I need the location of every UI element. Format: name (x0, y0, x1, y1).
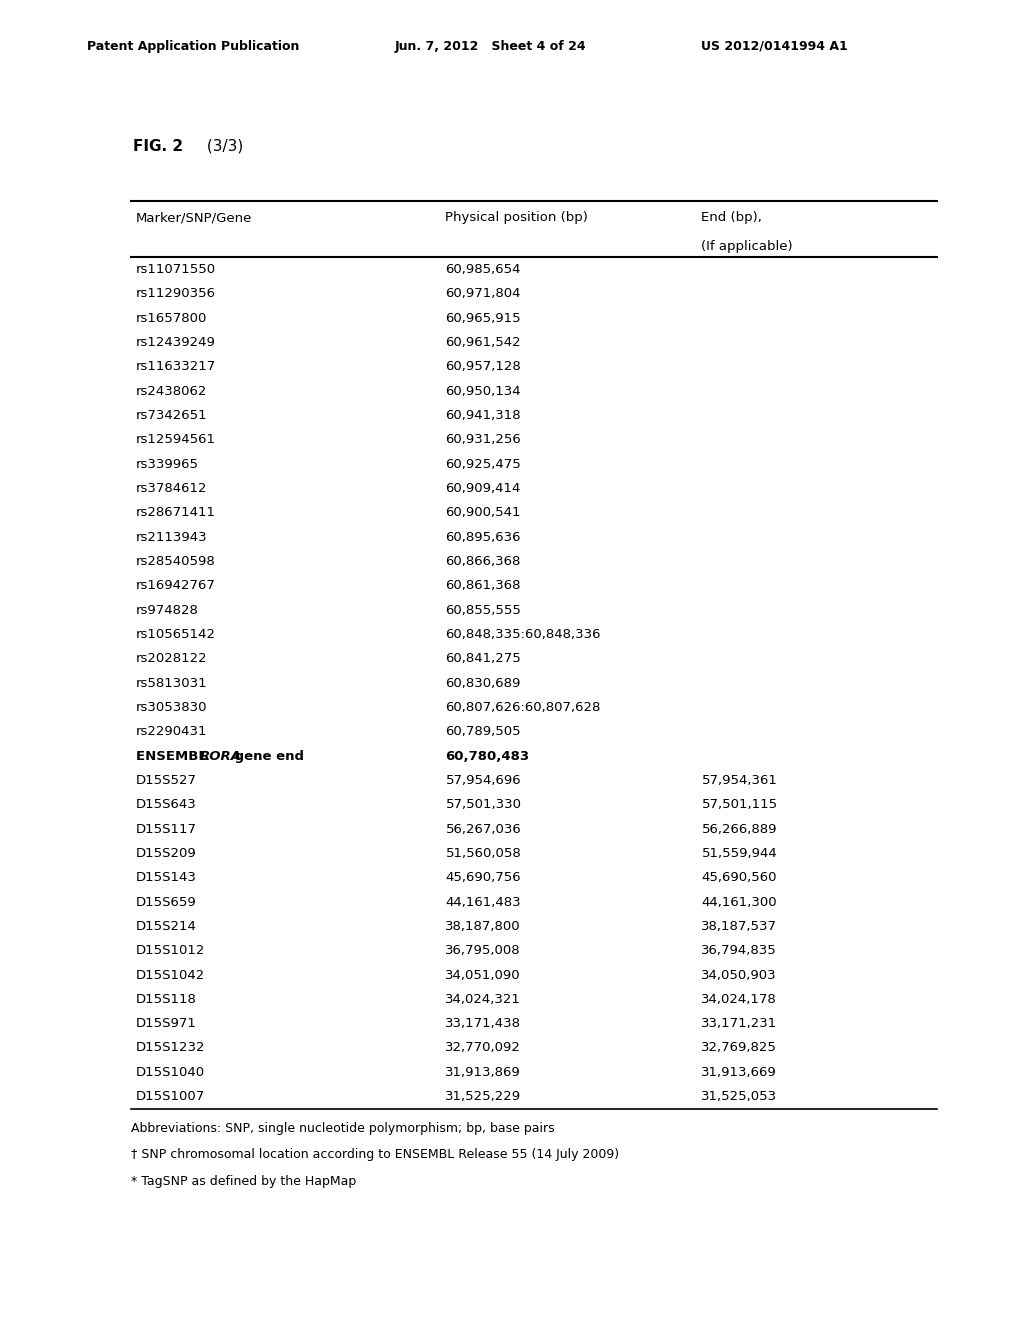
Text: D15S1042: D15S1042 (136, 969, 206, 982)
Text: 31,525,229: 31,525,229 (445, 1090, 521, 1104)
Text: rs12439249: rs12439249 (136, 337, 216, 348)
Text: 60,789,505: 60,789,505 (445, 725, 521, 738)
Text: 60,848,335:60,848,336: 60,848,335:60,848,336 (445, 628, 601, 642)
Text: D15S1012: D15S1012 (136, 944, 206, 957)
Text: rs16942767: rs16942767 (136, 579, 216, 593)
Text: 60,985,654: 60,985,654 (445, 263, 521, 276)
Text: rs974828: rs974828 (136, 603, 199, 616)
Text: 56,266,889: 56,266,889 (701, 822, 777, 836)
Text: (3/3): (3/3) (202, 139, 243, 153)
Text: Patent Application Publication: Patent Application Publication (87, 40, 299, 53)
Text: rs339965: rs339965 (136, 458, 200, 471)
Text: 45,690,560: 45,690,560 (701, 871, 777, 884)
Text: 32,769,825: 32,769,825 (701, 1041, 777, 1055)
Text: rs7342651: rs7342651 (136, 409, 208, 422)
Text: 45,690,756: 45,690,756 (445, 871, 521, 884)
Text: rs28671411: rs28671411 (136, 507, 216, 519)
Text: Abbreviations: SNP, single nucleotide polymorphism; bp, base pairs: Abbreviations: SNP, single nucleotide po… (131, 1122, 555, 1135)
Text: 57,954,361: 57,954,361 (701, 774, 777, 787)
Text: D15S1232: D15S1232 (136, 1041, 206, 1055)
Text: 31,525,053: 31,525,053 (701, 1090, 777, 1104)
Text: 60,950,134: 60,950,134 (445, 384, 521, 397)
Text: 44,161,300: 44,161,300 (701, 895, 777, 908)
Text: 60,931,256: 60,931,256 (445, 433, 521, 446)
Text: 38,187,537: 38,187,537 (701, 920, 777, 933)
Text: Jun. 7, 2012   Sheet 4 of 24: Jun. 7, 2012 Sheet 4 of 24 (394, 40, 586, 53)
Text: 34,051,090: 34,051,090 (445, 969, 521, 982)
Text: 38,187,800: 38,187,800 (445, 920, 521, 933)
Text: rs2113943: rs2113943 (136, 531, 208, 544)
Text: 60,866,368: 60,866,368 (445, 554, 521, 568)
Text: rs11290356: rs11290356 (136, 288, 216, 301)
Text: 60,855,555: 60,855,555 (445, 603, 521, 616)
Text: rs28540598: rs28540598 (136, 554, 216, 568)
Text: 60,807,626:60,807,628: 60,807,626:60,807,628 (445, 701, 601, 714)
Text: 60,830,689: 60,830,689 (445, 677, 521, 689)
Text: D15S117: D15S117 (136, 822, 198, 836)
Text: 60,900,541: 60,900,541 (445, 507, 521, 519)
Text: rs3053830: rs3053830 (136, 701, 208, 714)
Text: D15S659: D15S659 (136, 895, 197, 908)
Text: 56,267,036: 56,267,036 (445, 822, 521, 836)
Text: rs5813031: rs5813031 (136, 677, 208, 689)
Text: 60,965,915: 60,965,915 (445, 312, 521, 325)
Text: 36,794,835: 36,794,835 (701, 944, 777, 957)
Text: ENSEMBL: ENSEMBL (136, 750, 212, 763)
Text: rs11633217: rs11633217 (136, 360, 216, 374)
Text: RORA: RORA (200, 750, 242, 763)
Text: rs3784612: rs3784612 (136, 482, 208, 495)
Text: 51,559,944: 51,559,944 (701, 847, 777, 859)
Text: rs2290431: rs2290431 (136, 725, 208, 738)
Text: 32,770,092: 32,770,092 (445, 1041, 521, 1055)
Text: 44,161,483: 44,161,483 (445, 895, 521, 908)
Text: 34,024,178: 34,024,178 (701, 993, 777, 1006)
Text: 60,909,414: 60,909,414 (445, 482, 521, 495)
Text: D15S527: D15S527 (136, 774, 198, 787)
Text: † SNP chromosomal location according to ENSEMBL Release 55 (14 July 2009): † SNP chromosomal location according to … (131, 1148, 620, 1162)
Text: 57,501,115: 57,501,115 (701, 799, 777, 812)
Text: 34,024,321: 34,024,321 (445, 993, 521, 1006)
Text: 57,954,696: 57,954,696 (445, 774, 521, 787)
Text: D15S1007: D15S1007 (136, 1090, 206, 1104)
Text: 60,895,636: 60,895,636 (445, 531, 521, 544)
Text: 60,780,483: 60,780,483 (445, 750, 529, 763)
Text: (If applicable): (If applicable) (701, 240, 793, 253)
Text: 60,925,475: 60,925,475 (445, 458, 521, 471)
Text: 60,841,275: 60,841,275 (445, 652, 521, 665)
Text: US 2012/0141994 A1: US 2012/0141994 A1 (701, 40, 848, 53)
Text: 31,913,669: 31,913,669 (701, 1065, 777, 1078)
Text: D15S118: D15S118 (136, 993, 197, 1006)
Text: * TagSNP as defined by the HapMap: * TagSNP as defined by the HapMap (131, 1175, 356, 1188)
Text: D15S971: D15S971 (136, 1018, 197, 1030)
Text: D15S1040: D15S1040 (136, 1065, 206, 1078)
Text: 60,861,368: 60,861,368 (445, 579, 521, 593)
Text: D15S209: D15S209 (136, 847, 197, 859)
Text: rs2438062: rs2438062 (136, 384, 208, 397)
Text: D15S214: D15S214 (136, 920, 197, 933)
Text: 60,971,804: 60,971,804 (445, 288, 521, 301)
Text: 60,941,318: 60,941,318 (445, 409, 521, 422)
Text: 51,560,058: 51,560,058 (445, 847, 521, 859)
Text: 31,913,869: 31,913,869 (445, 1065, 521, 1078)
Text: Marker/SNP/Gene: Marker/SNP/Gene (136, 211, 253, 224)
Text: rs1657800: rs1657800 (136, 312, 208, 325)
Text: 60,957,128: 60,957,128 (445, 360, 521, 374)
Text: 36,795,008: 36,795,008 (445, 944, 521, 957)
Text: 60,961,542: 60,961,542 (445, 337, 521, 348)
Text: D15S643: D15S643 (136, 799, 197, 812)
Text: D15S143: D15S143 (136, 871, 197, 884)
Text: 33,171,231: 33,171,231 (701, 1018, 777, 1030)
Text: End (bp),: End (bp), (701, 211, 762, 224)
Text: rs2028122: rs2028122 (136, 652, 208, 665)
Text: 33,171,438: 33,171,438 (445, 1018, 521, 1030)
Text: 57,501,330: 57,501,330 (445, 799, 521, 812)
Text: gene end: gene end (230, 750, 304, 763)
Text: rs11071550: rs11071550 (136, 263, 216, 276)
Text: 34,050,903: 34,050,903 (701, 969, 777, 982)
Text: Physical position (bp): Physical position (bp) (445, 211, 589, 224)
Text: rs12594561: rs12594561 (136, 433, 216, 446)
Text: rs10565142: rs10565142 (136, 628, 216, 642)
Text: FIG. 2: FIG. 2 (133, 139, 183, 153)
